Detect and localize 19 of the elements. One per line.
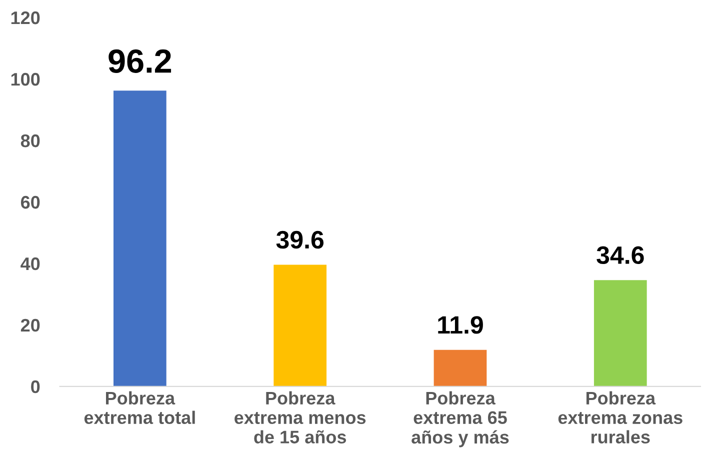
data-label: 96.2: [108, 49, 172, 73]
bar: [274, 264, 327, 386]
bar: [434, 350, 487, 386]
y-tick-label: 20: [20, 318, 40, 332]
data-label: 34.6: [596, 246, 644, 264]
bar: [594, 280, 647, 386]
x-tick-label: Pobreza extrema 65 años y más: [412, 391, 509, 448]
y-tick-label: 80: [20, 134, 40, 148]
bar: [113, 90, 166, 386]
data-label: 11.9: [438, 316, 483, 334]
y-tick-label: 120: [11, 11, 40, 24]
x-tick-label: Pobreza extrema zonas rurales: [558, 391, 682, 444]
data-label: 39.6: [276, 230, 324, 249]
y-tick-label: 40: [20, 257, 40, 270]
y-tick-label: 0: [31, 380, 40, 394]
y-tick-label: 100: [11, 72, 40, 86]
y-tick-label: 60: [20, 196, 40, 209]
x-tick-label: Pobreza extrema total: [84, 391, 195, 424]
x-tick-label: Pobreza extrema menos de 15 años: [234, 391, 366, 444]
